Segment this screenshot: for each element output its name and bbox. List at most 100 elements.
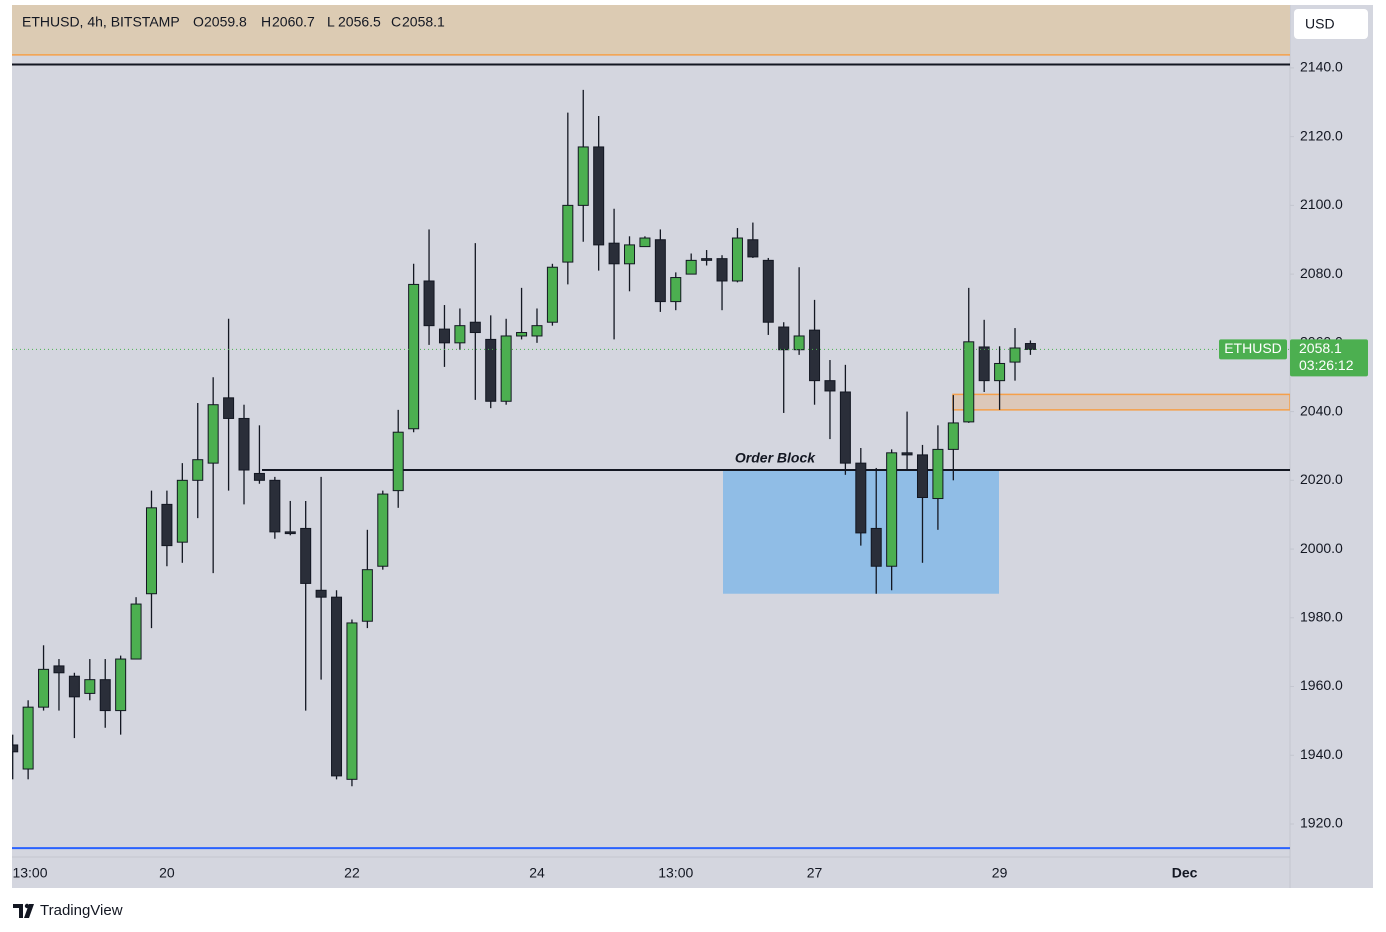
ohlc-value: 2059.8 xyxy=(204,14,247,30)
candle-body xyxy=(762,259,774,323)
y-tick-label: 1980.0 xyxy=(1300,608,1343,624)
candle-body xyxy=(963,341,975,423)
candle-body xyxy=(361,569,373,622)
brand-name: TradingView xyxy=(40,902,123,919)
candle-body xyxy=(284,531,296,535)
candle-body xyxy=(223,397,235,419)
y-tick-label: 1920.0 xyxy=(1300,815,1343,831)
candle-body xyxy=(978,346,990,382)
candle-body xyxy=(99,679,111,712)
x-tick-label: Dec xyxy=(1172,865,1198,881)
candle-body xyxy=(1024,343,1036,350)
x-tick-label: 29 xyxy=(992,865,1008,881)
candle-body xyxy=(577,146,589,206)
candle-body xyxy=(670,277,682,303)
candle-body xyxy=(300,527,312,584)
candle-body xyxy=(994,362,1006,382)
supply-zone xyxy=(12,5,1290,55)
brand-icon xyxy=(13,904,34,918)
candle-body xyxy=(454,325,466,344)
candle-body xyxy=(608,242,620,265)
candle-body xyxy=(809,329,821,382)
candle-body xyxy=(346,622,358,780)
candle-body xyxy=(639,237,651,248)
candle-body xyxy=(115,658,127,712)
candle-body xyxy=(269,479,281,533)
candle-body xyxy=(423,280,435,327)
x-tick-label: 13:00 xyxy=(12,865,47,881)
order-block-label: Order Block xyxy=(735,450,816,466)
candle-body xyxy=(438,328,450,344)
ohlc-key: L xyxy=(327,14,335,30)
candle-body xyxy=(392,431,404,492)
candle-body xyxy=(315,589,327,598)
candle-body xyxy=(701,258,713,261)
y-tick-label: 2040.0 xyxy=(1300,402,1343,418)
candle-body xyxy=(377,493,389,567)
x-tick-label: 27 xyxy=(807,865,823,881)
symbol-title: ETHUSD, 4h, BITSTAMP xyxy=(22,14,180,30)
symbol-badge-label: ETHUSD xyxy=(1224,340,1282,356)
candle-body xyxy=(716,258,728,282)
y-tick-label: 2120.0 xyxy=(1300,127,1343,143)
y-tick-label: 2100.0 xyxy=(1300,196,1343,212)
candle-body xyxy=(932,448,944,500)
candle-body xyxy=(947,422,959,450)
candle-body xyxy=(855,462,867,534)
candle-body xyxy=(654,239,666,303)
candle-body xyxy=(500,335,512,402)
brand-logo xyxy=(13,903,34,918)
candle-body xyxy=(1009,347,1021,363)
candle-body xyxy=(731,237,743,282)
y-tick-label: 2000.0 xyxy=(1300,540,1343,556)
price-badge-value: 2058.1 xyxy=(1299,340,1342,356)
y-tick-label: 1960.0 xyxy=(1300,677,1343,693)
x-tick-label: 24 xyxy=(529,865,545,881)
candle-body xyxy=(747,239,759,258)
y-tick-label: 2140.0 xyxy=(1300,59,1343,75)
ohlc-key: H xyxy=(261,14,271,30)
candle-body xyxy=(901,452,913,456)
candle-body xyxy=(685,259,697,275)
candle-body xyxy=(778,326,790,351)
demand-box xyxy=(952,393,1290,411)
ohlc-value: 2056.5 xyxy=(338,14,381,30)
candle-body xyxy=(253,472,265,481)
candle-body xyxy=(238,417,250,471)
candle-body xyxy=(176,479,188,543)
y-tick-label: 1940.0 xyxy=(1300,746,1343,762)
candle-body xyxy=(12,744,19,753)
ohlc-value: 2060.7 xyxy=(272,14,315,30)
symbol-badge xyxy=(1219,339,1287,360)
candle-body xyxy=(161,503,173,547)
candle-body xyxy=(22,706,34,770)
candle-body xyxy=(516,332,528,337)
candle-body xyxy=(38,668,50,708)
candle-body xyxy=(192,459,204,481)
candle-body xyxy=(469,321,481,334)
candle-body xyxy=(824,380,836,392)
countdown: 03:26:12 xyxy=(1299,357,1354,373)
currency-button[interactable] xyxy=(1294,9,1368,39)
ohlc-key: C xyxy=(391,14,401,30)
candle-body xyxy=(485,338,497,402)
price-badge xyxy=(1290,339,1368,377)
candle-body xyxy=(562,204,574,263)
x-tick-label: 20 xyxy=(159,865,175,881)
x-tick-label: 13:00 xyxy=(658,865,693,881)
candle-body xyxy=(593,146,605,246)
candle-body xyxy=(331,596,343,777)
candle-body xyxy=(793,335,805,351)
candle-body xyxy=(68,675,80,698)
brand-icon-dot xyxy=(24,903,30,909)
candle-body xyxy=(839,391,851,464)
currency-label[interactable]: USD xyxy=(1305,16,1335,32)
candle-body xyxy=(53,665,65,674)
overlay: 1920.0 1940.0 1960.0 1980.0 2000.0 2020.0 2040… xyxy=(12,59,1368,881)
candle-body xyxy=(624,244,636,265)
candle-body xyxy=(886,452,898,567)
plot-area: Order Block xyxy=(12,5,1290,850)
y-tick-label: 2080.0 xyxy=(1300,265,1343,281)
